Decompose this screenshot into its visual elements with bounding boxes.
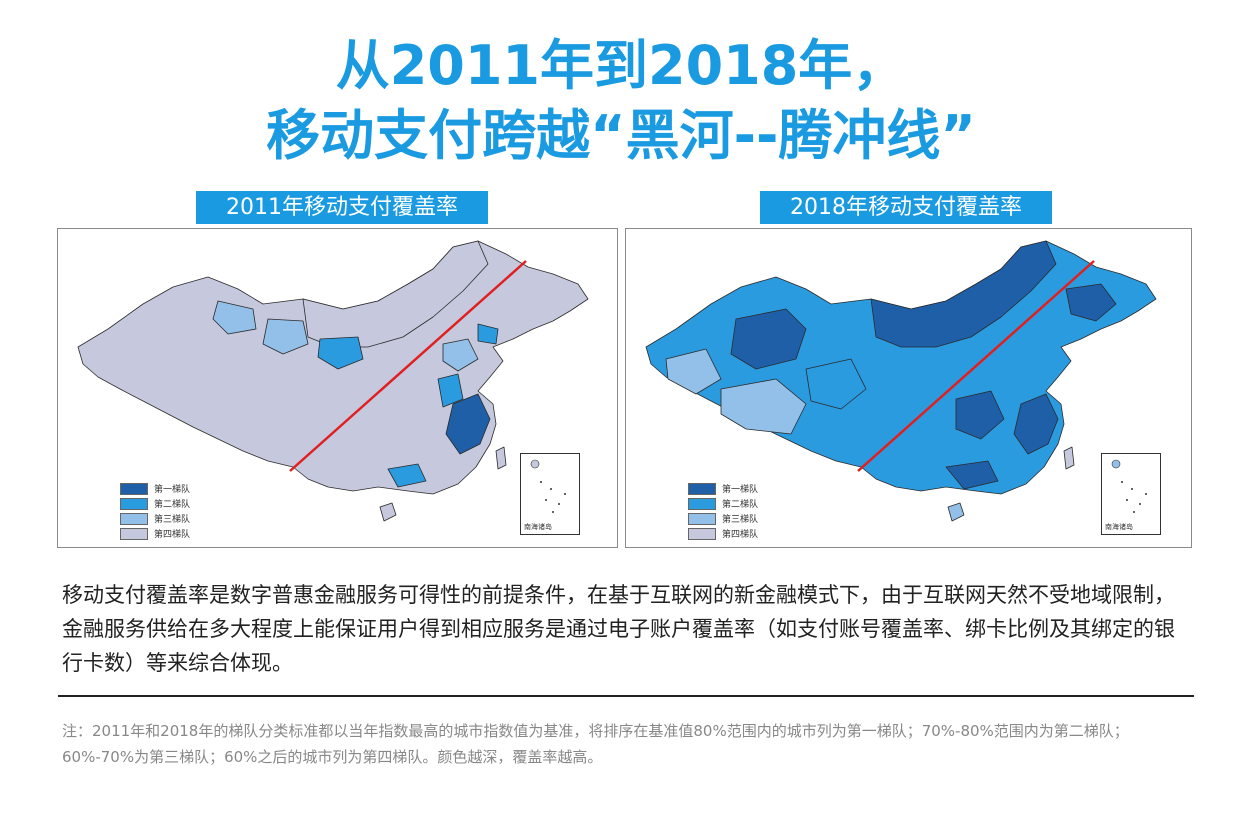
- south-t1: [945, 460, 999, 490]
- hainan: [379, 502, 397, 522]
- map-2018-label: 2018年移动支付覆盖率: [760, 191, 1052, 224]
- map-2018: 第一梯队 第二梯队 第三梯队 第四梯队 南海诸岛: [625, 228, 1192, 548]
- hu-line-2011: [289, 260, 527, 472]
- legend-swatch: [120, 497, 148, 510]
- inner-mongolia-t1: [870, 240, 1057, 348]
- legend-row: 第四梯队: [688, 526, 758, 541]
- central-t1: [955, 390, 1005, 440]
- region-t2-a: [317, 336, 364, 370]
- east-coast-t2: [437, 373, 464, 408]
- legend-swatch: [120, 527, 148, 540]
- legend-row: 第一梯队: [688, 481, 758, 496]
- china-outline: [645, 240, 1157, 495]
- footnote: 注：2011年和2018年的梯队分类标准都以当年指数最高的城市指数值为基准，将排…: [62, 722, 1129, 766]
- south-china-sea-inset: 南海诸岛: [1101, 453, 1161, 535]
- taiwan: [495, 446, 507, 470]
- china-outline: [77, 240, 589, 495]
- legend-row: 第三梯队: [120, 511, 190, 526]
- inset-islands: [1111, 459, 1147, 513]
- legend-row: 第一梯队: [120, 481, 190, 496]
- region-t2-b: [477, 323, 499, 345]
- legend-label: 第四梯队: [154, 530, 191, 540]
- divider: [58, 695, 1194, 697]
- map-2011-svg: [77, 240, 589, 522]
- legend-swatch: [120, 482, 148, 495]
- legend-label: 第一梯队: [722, 485, 759, 495]
- hu-line-2018: [857, 260, 1095, 472]
- title-line-1: 从2011年到2018年，: [335, 34, 907, 97]
- map-2011-legend: 第一梯队 第二梯队 第三梯队 第四梯队: [120, 481, 190, 541]
- inset-label: 南海诸岛: [524, 523, 552, 531]
- legend-swatch: [688, 527, 716, 540]
- legend-row: 第四梯队: [120, 526, 190, 541]
- xinjiang-t1: [730, 308, 807, 370]
- legend-swatch: [120, 512, 148, 525]
- taiwan: [1063, 446, 1075, 470]
- legend-label: 第三梯队: [722, 515, 759, 525]
- northeast-t1: [1065, 283, 1117, 322]
- region-t3-c: [442, 338, 479, 372]
- south-t2: [387, 463, 427, 488]
- legend-label: 第四梯队: [722, 530, 759, 540]
- legend-swatch: [688, 482, 716, 495]
- legend-row: 第二梯队: [688, 496, 758, 511]
- legend-row: 第三梯队: [688, 511, 758, 526]
- legend-swatch: [688, 512, 716, 525]
- legend-label: 第一梯队: [154, 485, 191, 495]
- map-2011-label: 2011年移动支付覆盖率: [196, 191, 488, 224]
- inset-label: 南海诸岛: [1105, 523, 1133, 531]
- east-coast-t1: [445, 393, 491, 455]
- legend-label: 第二梯队: [722, 500, 759, 510]
- legend-label: 第三梯队: [154, 515, 191, 525]
- description-paragraph: 移动支付覆盖率是数字普惠金融服务可得性的前提条件，在基于互联网的新金融模式下，由…: [62, 583, 1175, 675]
- region-t3-a: [262, 318, 309, 355]
- tibet-t3: [720, 378, 807, 435]
- legend-label: 第二梯队: [154, 500, 191, 510]
- hainan: [947, 502, 965, 522]
- map-2011: 第一梯队 第二梯队 第三梯队 第四梯队 南海诸岛: [57, 228, 618, 548]
- south-china-sea-inset: 南海诸岛: [520, 453, 580, 535]
- map-2018-legend: 第一梯队 第二梯队 第三梯队 第四梯队: [688, 481, 758, 541]
- region-t3-b: [212, 300, 257, 335]
- inset-islands: [530, 459, 566, 513]
- east-coast-t1: [1013, 393, 1059, 455]
- legend-row: 第二梯队: [120, 496, 190, 511]
- west-t3: [665, 348, 722, 395]
- qinghai-t2: [805, 358, 867, 410]
- legend-swatch: [688, 497, 716, 510]
- map-2018-svg: [645, 240, 1157, 522]
- title-line-2: 移动支付跨越“黑河--腾冲线”: [266, 104, 976, 167]
